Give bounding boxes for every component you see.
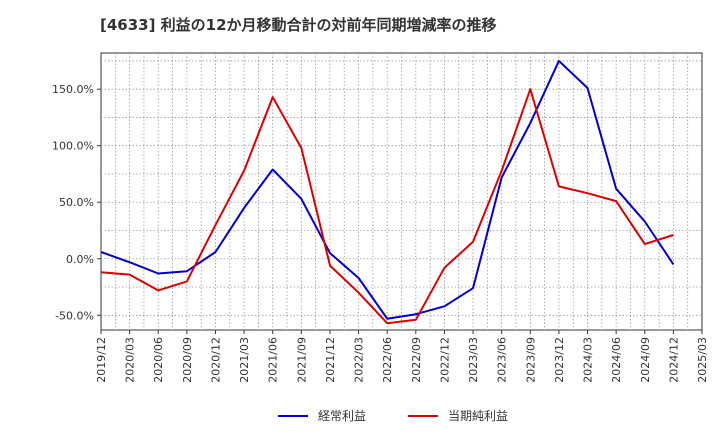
series-lines bbox=[100, 59, 675, 325]
x-axis-ticks: 2019/12 2020/03 2020/06 2020/09 2020/12 2021/… bbox=[95, 330, 709, 383]
legend-label-1: 経常利益 bbox=[318, 409, 366, 423]
y-tick-label: 100.0% bbox=[52, 140, 94, 153]
series-line-2 bbox=[100, 88, 674, 325]
legend-label-2: 当期純利益 bbox=[448, 409, 508, 423]
legend: 経常利益 当期純利益 bbox=[278, 409, 508, 423]
x-tick-label: 2023/12 bbox=[553, 337, 566, 383]
x-tick-label: 2021/12 bbox=[324, 337, 337, 383]
x-tick-label: 2024/09 bbox=[639, 337, 652, 383]
y-tick-label: 0.0% bbox=[66, 253, 94, 266]
x-tick-label: 2022/06 bbox=[381, 337, 394, 383]
x-tick-label: 2020/12 bbox=[209, 337, 222, 383]
x-tick-label: 2021/09 bbox=[295, 337, 308, 383]
y-tick-label: -50.0% bbox=[55, 309, 94, 322]
x-tick-label: 2019/12 bbox=[95, 337, 108, 383]
grid-lines bbox=[101, 53, 702, 330]
x-tick-label: 2023/06 bbox=[496, 337, 509, 383]
y-axis-ticks: 150.0% 100.0% 50.0% 0.0% -50.0% bbox=[52, 83, 101, 322]
x-tick-label: 2021/06 bbox=[267, 337, 280, 383]
x-tick-label: 2023/09 bbox=[524, 337, 537, 383]
x-tick-label: 2021/03 bbox=[238, 337, 251, 383]
x-tick-label: 2020/03 bbox=[124, 337, 137, 383]
x-tick-label: 2020/09 bbox=[181, 337, 194, 383]
x-tick-label: 2024/06 bbox=[610, 337, 623, 383]
x-tick-label: 2023/03 bbox=[467, 337, 480, 383]
y-tick-label: 150.0% bbox=[52, 83, 94, 96]
x-tick-label: 2022/09 bbox=[410, 337, 423, 383]
x-tick-label: 2022/12 bbox=[438, 337, 451, 383]
chart-title: [4633] 利益の12か月移動合計の対前年同期増減率の推移 bbox=[100, 16, 497, 34]
x-tick-label: 2024/03 bbox=[582, 337, 595, 383]
y-tick-label: 50.0% bbox=[59, 196, 94, 209]
x-tick-label: 2022/03 bbox=[353, 337, 366, 383]
x-tick-label: 2024/12 bbox=[667, 337, 680, 383]
x-tick-label: 2020/06 bbox=[152, 337, 165, 383]
x-tick-label: 2025/03 bbox=[696, 337, 709, 383]
series-line-1 bbox=[100, 59, 675, 320]
